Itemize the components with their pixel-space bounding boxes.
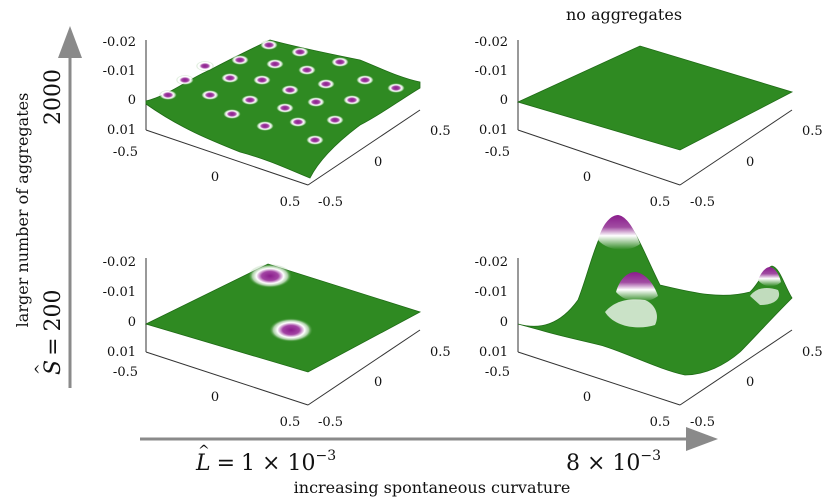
aggregate [269, 318, 313, 342]
panel-header-no-aggregates: no aggregates [566, 5, 682, 24]
svg-text:0.5: 0.5 [650, 195, 671, 210]
svg-text:0.5: 0.5 [802, 345, 823, 360]
x-tick-labels: -0.5 0 0.5 [485, 365, 670, 430]
svg-text:0.01: 0.01 [107, 345, 136, 360]
svg-text:0.5: 0.5 [430, 124, 451, 139]
svg-text:-0.01: -0.01 [475, 285, 508, 300]
svg-text:0.5: 0.5 [430, 345, 451, 360]
svg-text:0.5: 0.5 [650, 415, 671, 430]
y-tick-labels: 0.5 0 -0.5 [318, 345, 451, 430]
aggregate [248, 264, 292, 288]
svg-text:-0.5: -0.5 [113, 365, 138, 380]
aggregate-peak [616, 272, 658, 302]
svg-text:0: 0 [500, 315, 508, 330]
panel-S200-L1: -0.02 -0.01 0 0.01 -0.5 0 0.5 0.5 0 -0.5 [103, 255, 451, 430]
aggregate-peak [758, 267, 781, 287]
svg-text:2000: 2000 [41, 69, 66, 125]
membrane-surface [144, 263, 422, 373]
z-tick-labels: -0.02 -0.01 0 0.01 [103, 35, 136, 138]
y-tick-labels: 0.5 0 -0.5 [690, 124, 823, 210]
panel-S200-L8: -0.02 -0.01 0 0.01 -0.5 0 0.5 0.5 0 -0.5 [475, 215, 823, 430]
svg-text:-0.5: -0.5 [318, 195, 343, 210]
svg-text:-0.01: -0.01 [475, 64, 508, 79]
z-tick-labels: -0.02 -0.01 0 0.01 [475, 35, 508, 138]
svg-text:L=1 × 10−3: L = 1 × 10−3 [195, 448, 336, 476]
svg-text:0.01: 0.01 [479, 123, 508, 138]
panel-axes [517, 258, 793, 406]
svg-text:0.5: 0.5 [802, 124, 823, 139]
horizontal-axis-value-low: L = 1 × 10−3 ^ [195, 443, 336, 476]
membrane-surface [516, 45, 794, 151]
svg-text:-0.5: -0.5 [690, 195, 715, 210]
horizontal-axis-value-high: 8 × 10−3 [566, 448, 661, 476]
aggregate-halo [605, 299, 657, 328]
svg-text:-0.5: -0.5 [485, 145, 510, 160]
svg-text:S=200: S=200 [41, 289, 66, 375]
vertical-axis-value-low: S=200 ^ [33, 289, 66, 375]
svg-text:0: 0 [374, 375, 382, 390]
panel-axes [145, 258, 421, 406]
svg-text:-0.02: -0.02 [475, 35, 508, 50]
aggregate-grid [159, 40, 405, 145]
vertical-axis-value-high: 2000 [41, 69, 66, 125]
svg-text:-0.5: -0.5 [690, 415, 715, 430]
vertical-axis-caption: larger number of aggregates [13, 93, 32, 328]
svg-text:0.01: 0.01 [479, 345, 508, 360]
aggregate-peak [598, 215, 640, 250]
svg-text:0: 0 [211, 170, 219, 185]
svg-text:0: 0 [374, 155, 382, 170]
svg-text:0: 0 [128, 93, 136, 108]
svg-text:0: 0 [746, 375, 754, 390]
svg-text:0.5: 0.5 [280, 195, 301, 210]
svg-text:0: 0 [746, 155, 754, 170]
svg-text:8 × 10−3: 8 × 10−3 [566, 448, 661, 476]
x-tick-labels: -0.5 0 0.5 [113, 145, 300, 210]
svg-text:-0.02: -0.02 [103, 35, 136, 50]
panel-S2000-L1: -0.02 -0.01 0 0.01 -0.5 0 0.5 0.5 0 -0.5 [103, 35, 451, 210]
svg-text:0: 0 [500, 93, 508, 108]
svg-text:-0.5: -0.5 [485, 365, 510, 380]
svg-text:0: 0 [583, 390, 591, 405]
panel-axes [517, 40, 793, 186]
svg-text:0: 0 [128, 315, 136, 330]
z-tick-labels: -0.02 -0.01 0 0.01 [103, 255, 136, 360]
svg-text:^: ^ [198, 443, 210, 459]
panel-axes [145, 40, 421, 186]
svg-text:0.01: 0.01 [107, 123, 136, 138]
x-tick-labels: -0.5 0 0.5 [113, 365, 300, 430]
svg-text:-0.02: -0.02 [103, 255, 136, 270]
aggregate-halo [750, 288, 780, 305]
x-tick-labels: -0.5 0 0.5 [485, 145, 670, 210]
svg-text:0: 0 [583, 170, 591, 185]
svg-text:-0.02: -0.02 [475, 255, 508, 270]
z-tick-labels: -0.02 -0.01 0 0.01 [475, 255, 508, 360]
svg-text:-0.5: -0.5 [318, 415, 343, 430]
svg-text:0.5: 0.5 [280, 415, 301, 430]
vertical-arrow [58, 26, 82, 388]
svg-text:larger number of aggregates: larger number of aggregates [13, 93, 32, 328]
svg-text:^: ^ [33, 363, 49, 375]
svg-text:-0.01: -0.01 [103, 285, 136, 300]
horizontal-axis-caption: increasing spontaneous curvature [294, 478, 571, 497]
panel-S2000-L8: -0.02 -0.01 0 0.01 -0.5 0 0.5 0.5 0 -0.5 [475, 35, 823, 210]
svg-text:0: 0 [211, 390, 219, 405]
svg-text:-0.01: -0.01 [103, 64, 136, 79]
horizontal-arrow [140, 427, 718, 451]
y-tick-labels: 0.5 0 -0.5 [690, 345, 823, 430]
svg-text:-0.5: -0.5 [113, 145, 138, 160]
y-tick-labels: 0.5 0 -0.5 [318, 124, 451, 210]
